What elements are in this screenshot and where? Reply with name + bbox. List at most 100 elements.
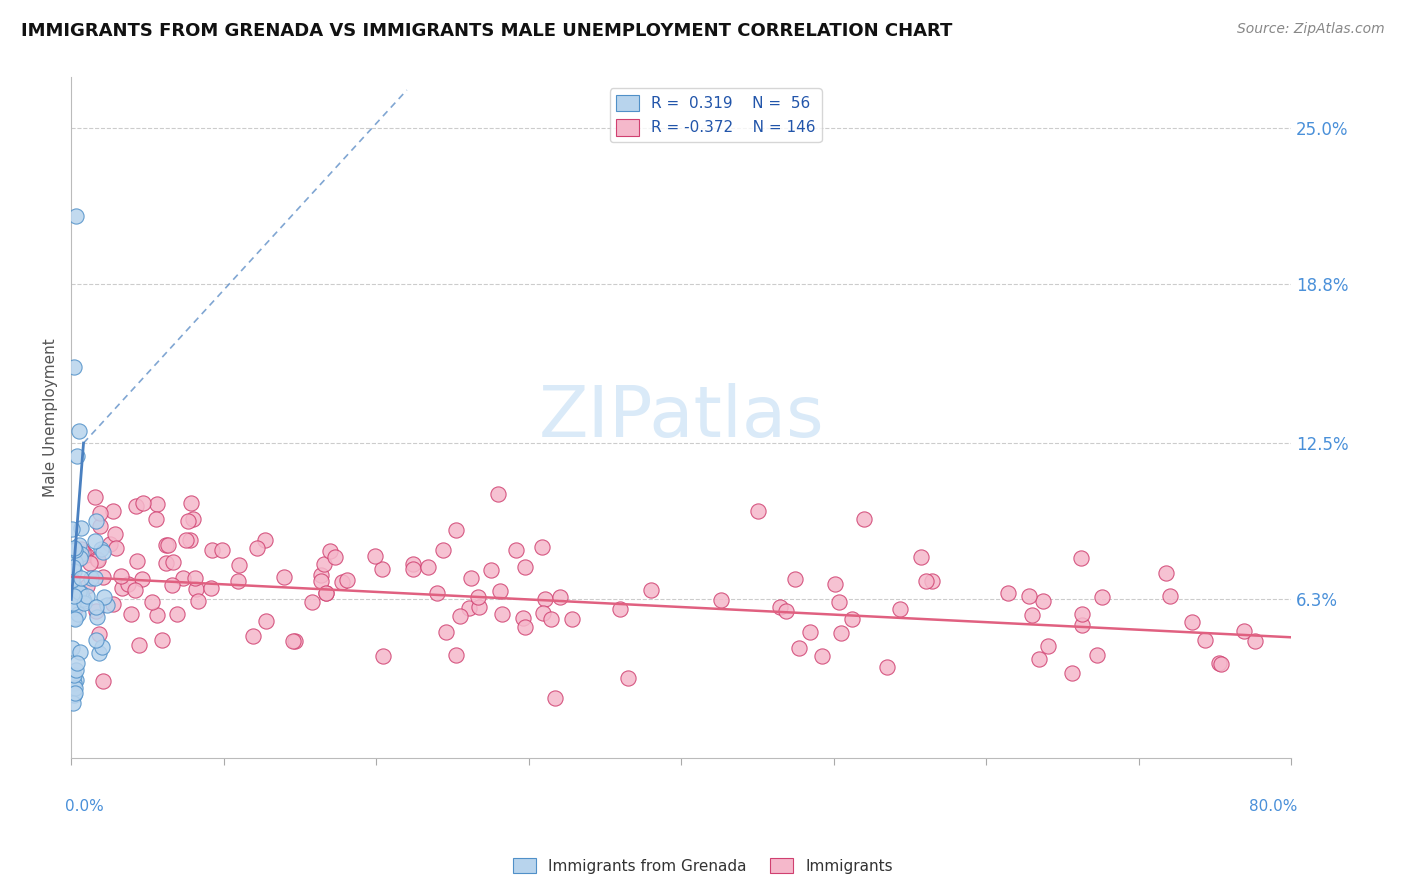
Point <box>62 589 84 603</box>
Point <box>63 675 86 690</box>
Point <box>89 506 111 520</box>
Point <box>69 551 91 566</box>
Point <box>131 572 153 586</box>
Point <box>63 542 86 557</box>
Point <box>89 519 111 533</box>
Legend: R =  0.319    N =  56, R = -0.372    N = 146: R = 0.319 N = 56, R = -0.372 N = 146 <box>610 88 821 142</box>
Point <box>253 533 276 547</box>
Point <box>128 638 150 652</box>
Point <box>76 589 98 603</box>
Point <box>181 512 204 526</box>
Point <box>70 586 93 600</box>
Point <box>1018 589 1040 603</box>
Point <box>785 572 807 586</box>
Point <box>513 620 536 634</box>
Point <box>111 581 134 595</box>
Point <box>131 496 153 510</box>
Point <box>1194 632 1216 647</box>
Point <box>1159 589 1181 603</box>
Point <box>91 673 114 688</box>
Point <box>65 673 87 687</box>
Point <box>101 597 124 611</box>
Point <box>150 632 173 647</box>
Point <box>63 555 86 569</box>
Point <box>125 499 148 513</box>
Point <box>69 521 91 535</box>
Point <box>60 522 83 536</box>
Point <box>146 497 169 511</box>
Point <box>63 681 86 695</box>
Point <box>1085 648 1108 662</box>
Point <box>309 574 332 589</box>
Point <box>84 490 107 504</box>
Point <box>479 563 502 577</box>
Point <box>336 574 359 588</box>
Point <box>228 558 250 572</box>
Point <box>710 593 733 607</box>
Point <box>179 533 201 547</box>
Text: IMMIGRANTS FROM GRENADA VS IMMIGRANTS MALE UNEMPLOYMENT CORRELATION CHART: IMMIGRANTS FROM GRENADA VS IMMIGRANTS MA… <box>21 22 952 40</box>
Point <box>93 590 115 604</box>
Point <box>426 586 449 600</box>
Point <box>63 541 86 555</box>
Point <box>180 496 202 510</box>
Point <box>172 571 194 585</box>
Point <box>811 648 834 663</box>
Point <box>787 640 810 655</box>
Point <box>200 582 222 596</box>
Point <box>330 575 353 590</box>
Point <box>62 611 84 625</box>
Point <box>488 583 510 598</box>
Point <box>769 599 792 614</box>
Point <box>531 607 554 621</box>
Point <box>67 424 90 438</box>
Point <box>65 663 87 677</box>
Point <box>550 590 572 604</box>
Point <box>91 545 114 559</box>
Point <box>449 609 471 624</box>
Point <box>824 577 846 591</box>
Point <box>124 583 146 598</box>
Point <box>312 558 335 572</box>
Point <box>98 537 121 551</box>
Point <box>62 560 84 574</box>
Point <box>242 629 264 643</box>
Point <box>876 660 898 674</box>
Point <box>246 541 269 555</box>
Point <box>80 571 103 585</box>
Point <box>63 580 86 594</box>
Point <box>105 541 128 556</box>
Point <box>62 669 84 683</box>
Point <box>315 586 337 600</box>
Text: 0.0%: 0.0% <box>65 799 104 814</box>
Point <box>63 598 86 612</box>
Point <box>997 586 1019 600</box>
Point <box>544 691 567 706</box>
Point <box>830 625 852 640</box>
Point <box>70 571 93 585</box>
Point <box>187 594 209 608</box>
Point <box>86 632 108 647</box>
Point <box>75 548 97 562</box>
Point <box>63 360 86 375</box>
Point <box>402 557 425 571</box>
Point <box>315 586 337 600</box>
Point <box>70 547 93 561</box>
Point <box>325 550 347 565</box>
Point <box>444 648 467 662</box>
Point <box>1154 566 1177 580</box>
Point <box>512 611 534 625</box>
Point <box>72 545 94 559</box>
Point <box>1071 618 1094 632</box>
Text: Source: ZipAtlas.com: Source: ZipAtlas.com <box>1237 22 1385 37</box>
Point <box>364 549 387 564</box>
Text: 80.0%: 80.0% <box>1249 799 1298 814</box>
Point <box>1233 624 1256 639</box>
Point <box>371 562 394 576</box>
Point <box>91 570 114 584</box>
Point <box>120 607 142 621</box>
Point <box>281 633 304 648</box>
Point <box>62 688 84 702</box>
Point <box>1036 639 1059 653</box>
Point <box>66 449 89 463</box>
